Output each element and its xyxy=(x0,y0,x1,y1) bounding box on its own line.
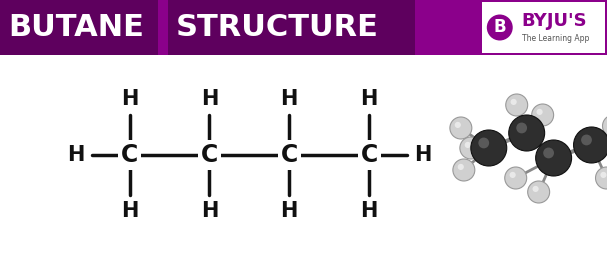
Circle shape xyxy=(533,186,539,192)
Circle shape xyxy=(510,172,516,178)
Text: H: H xyxy=(201,89,218,109)
Text: C: C xyxy=(201,143,218,167)
Text: H: H xyxy=(281,201,298,221)
Circle shape xyxy=(528,181,550,203)
Text: The Learning App: The Learning App xyxy=(522,34,589,43)
Text: H: H xyxy=(361,89,378,109)
Circle shape xyxy=(536,109,543,115)
Text: H: H xyxy=(414,145,432,165)
Circle shape xyxy=(581,135,592,145)
Circle shape xyxy=(536,140,572,176)
Circle shape xyxy=(516,123,527,133)
Text: H: H xyxy=(201,201,218,221)
Circle shape xyxy=(543,147,554,158)
Text: H: H xyxy=(121,201,139,221)
Circle shape xyxy=(607,120,608,126)
Circle shape xyxy=(460,137,482,159)
Circle shape xyxy=(450,117,472,139)
Bar xyxy=(0,0,157,55)
Text: BYJU'S: BYJU'S xyxy=(522,12,587,30)
Circle shape xyxy=(603,115,608,137)
Circle shape xyxy=(506,94,528,116)
Text: C: C xyxy=(361,143,378,167)
Text: C: C xyxy=(121,143,138,167)
Circle shape xyxy=(458,164,464,170)
Text: BUTANE: BUTANE xyxy=(8,13,144,42)
Circle shape xyxy=(487,15,513,40)
Text: B: B xyxy=(494,19,506,37)
Bar xyxy=(0,0,607,55)
Text: H: H xyxy=(67,145,85,165)
Circle shape xyxy=(465,142,471,148)
Circle shape xyxy=(471,130,506,166)
Circle shape xyxy=(509,115,545,151)
Circle shape xyxy=(511,99,517,105)
Circle shape xyxy=(505,167,527,189)
Bar xyxy=(168,0,415,55)
Text: H: H xyxy=(361,201,378,221)
Text: H: H xyxy=(281,89,298,109)
Circle shape xyxy=(595,167,608,189)
Text: H: H xyxy=(121,89,139,109)
Circle shape xyxy=(453,159,475,181)
Circle shape xyxy=(600,172,607,178)
Text: C: C xyxy=(281,143,298,167)
Circle shape xyxy=(478,138,489,148)
Text: STRUCTURE: STRUCTURE xyxy=(176,13,378,42)
Circle shape xyxy=(455,122,461,128)
Circle shape xyxy=(573,127,608,163)
Bar xyxy=(482,2,604,53)
Circle shape xyxy=(531,104,554,126)
